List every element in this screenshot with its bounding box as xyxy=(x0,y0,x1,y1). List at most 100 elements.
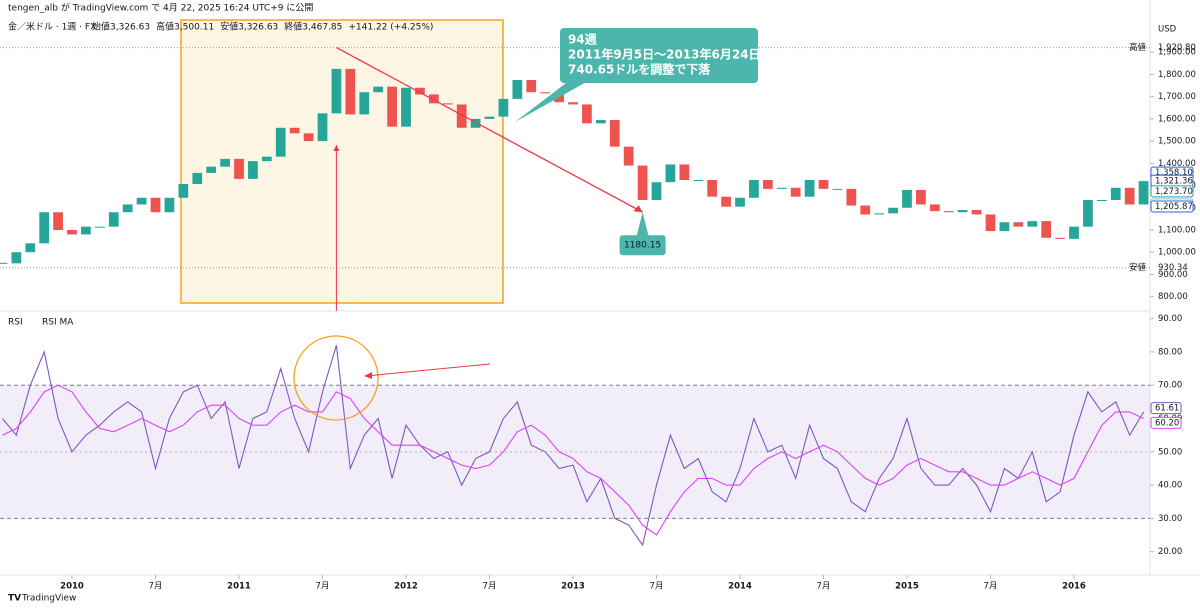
candle xyxy=(971,210,982,215)
x-tick-label: 2014 xyxy=(728,582,752,592)
low-box xyxy=(619,235,666,256)
callout-box xyxy=(560,28,758,83)
x-tick-label: 2015 xyxy=(895,582,919,592)
candle xyxy=(192,172,203,184)
candle xyxy=(874,213,885,215)
candle xyxy=(387,86,397,127)
rsi-arrow xyxy=(365,363,491,377)
rsi-tag xyxy=(1150,416,1182,429)
high-name: 高値 xyxy=(1129,42,1147,53)
y-tick-label: 900.00 xyxy=(1158,270,1188,280)
candle xyxy=(888,207,898,214)
x-tick-label: 7月 xyxy=(984,582,998,592)
ohlc-value: 終値3,467.85 xyxy=(284,21,342,33)
footer: 𝗧𝗩 TradingView xyxy=(8,594,76,604)
candle xyxy=(818,180,829,189)
logo: 𝗧𝗩 xyxy=(8,594,21,604)
price-tag-label: 1,205.87 xyxy=(1155,202,1193,212)
publisher: tengen_alb が TradingView.com で 4月 22, 20… xyxy=(8,2,313,14)
candle xyxy=(1027,221,1038,227)
candle xyxy=(943,211,954,213)
vertical-arrow xyxy=(333,145,340,151)
candle xyxy=(985,214,996,232)
candle xyxy=(595,120,606,124)
legend-entry: RSI MA xyxy=(42,318,74,328)
candle xyxy=(303,133,314,142)
x-tick-label: 2016 xyxy=(1062,582,1086,592)
candle xyxy=(1110,187,1121,200)
candle xyxy=(707,180,718,197)
candle xyxy=(359,92,370,115)
candle xyxy=(136,197,147,205)
callout-line: 740.65ドルを調整で下落 xyxy=(568,62,711,77)
candle xyxy=(735,197,745,207)
low-label: 1180.15 xyxy=(624,241,661,251)
candle xyxy=(428,94,439,104)
y-tick-label: 1,900.00 xyxy=(1158,48,1196,58)
rsi-line xyxy=(1,345,1145,547)
candle xyxy=(150,197,161,213)
candle xyxy=(234,158,244,179)
candle xyxy=(582,104,592,124)
candle xyxy=(1055,237,1065,239)
candle xyxy=(957,210,968,213)
callout-line: 94週 xyxy=(568,32,597,47)
candle xyxy=(81,226,91,235)
candle xyxy=(401,87,411,127)
y-tick-label: 1,700.00 xyxy=(1158,92,1196,102)
x-tick-label: 2011 xyxy=(227,582,251,592)
candle xyxy=(860,205,871,215)
candle xyxy=(206,166,217,173)
price-tag-label: 1,273.70 xyxy=(1155,187,1193,197)
y-tick-label: 1,400.00 xyxy=(1158,159,1196,169)
y-tick-label: 30.00 xyxy=(1158,514,1182,524)
y-tick-label: 1,800.00 xyxy=(1158,70,1196,80)
candle xyxy=(108,212,119,227)
y-tick-label: 1,600.00 xyxy=(1158,114,1196,124)
price-tag-label: 1,358.10 xyxy=(1155,168,1193,178)
candle xyxy=(846,188,857,206)
candle xyxy=(484,116,495,119)
x-tick-label: 7月 xyxy=(149,582,163,592)
candle xyxy=(651,182,662,200)
high-label: 1,920.80 xyxy=(1158,43,1196,53)
candle xyxy=(1083,200,1093,227)
footer-text: TradingView xyxy=(21,594,76,604)
x-tick-label: 7月 xyxy=(483,582,497,592)
candle xyxy=(540,92,551,94)
candle xyxy=(665,164,676,183)
candle xyxy=(679,164,690,180)
y-tick-label: 1,500.00 xyxy=(1158,137,1196,147)
candle xyxy=(512,80,523,99)
candle xyxy=(442,103,453,105)
symbol: 金／米ドル · 1週 · FX xyxy=(8,21,96,33)
candle xyxy=(929,204,940,212)
candle xyxy=(373,86,384,93)
candle xyxy=(498,98,509,117)
candle xyxy=(1138,181,1149,205)
price-tag-label: 1,321.36 xyxy=(1155,176,1193,186)
legend-entry: RSI xyxy=(8,318,23,328)
candle xyxy=(220,158,230,167)
y-tick-label: 80.00 xyxy=(1158,347,1182,357)
candle xyxy=(331,68,342,114)
candle xyxy=(526,80,537,93)
candle xyxy=(623,146,634,166)
x-tick-label: 2010 xyxy=(60,582,84,592)
candle xyxy=(637,165,648,200)
candle xyxy=(248,161,258,179)
candle xyxy=(1041,221,1052,238)
y-tick-label: 50.00 xyxy=(1158,447,1182,457)
candle xyxy=(916,190,926,205)
y-tick-label: 70.00 xyxy=(1158,381,1182,391)
candle xyxy=(1013,222,1024,227)
rsi-tag xyxy=(1150,402,1182,415)
candle xyxy=(415,87,425,95)
candle xyxy=(122,204,133,213)
x-tick-label: 2013 xyxy=(561,582,585,592)
y-tick-label: 20.00 xyxy=(1158,547,1182,557)
low-label: 930.34 xyxy=(1158,263,1188,273)
candle xyxy=(164,197,175,213)
candle xyxy=(568,102,578,105)
candle xyxy=(53,212,63,230)
